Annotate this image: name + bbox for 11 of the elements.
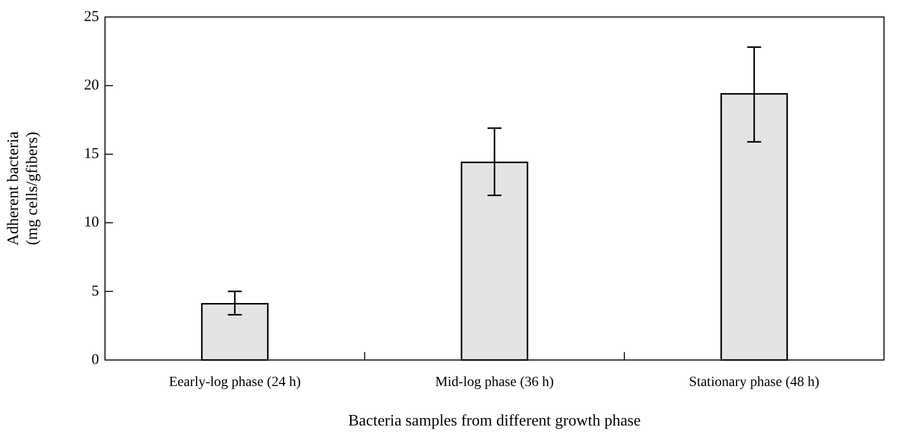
x-axis-title: Bacteria samples from different growth phase xyxy=(348,412,641,430)
x-tick-label: Mid-log phase (36 h) xyxy=(435,375,554,390)
y-tick-label: 10 xyxy=(84,214,99,231)
x-tick-label: Stationary phase (48 h) xyxy=(689,375,820,390)
y-tick-label: 25 xyxy=(84,8,99,25)
y-tick-label: 15 xyxy=(84,146,99,162)
x-tick-label: Eearly-log phase (24 h) xyxy=(168,375,302,390)
y-tick-label: 20 xyxy=(84,78,99,94)
y-tick-label: 5 xyxy=(92,283,99,300)
y-axis-title: Adherent bacteria (mg cells/gfibers) xyxy=(4,131,42,246)
y-tick-label: 0 xyxy=(92,352,99,368)
